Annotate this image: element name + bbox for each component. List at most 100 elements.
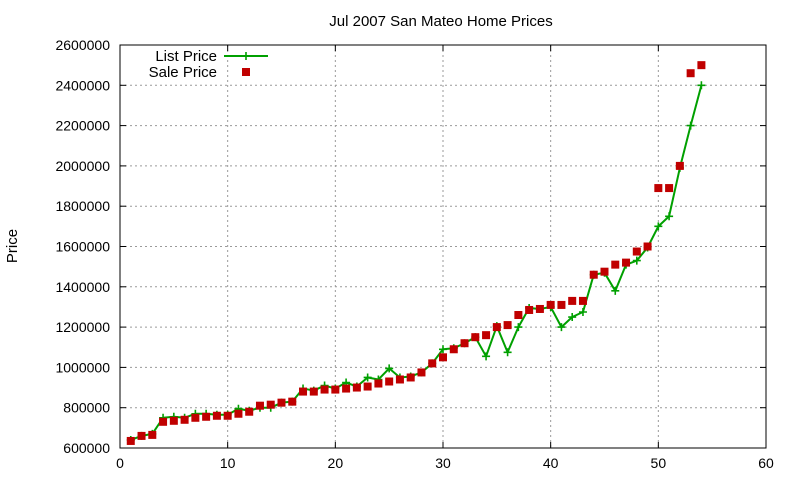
sale-price-point <box>342 384 351 393</box>
list-price-point <box>686 121 695 130</box>
legend-label-list-price: List Price <box>155 48 217 65</box>
sale-price-point <box>352 383 361 392</box>
sale-price-point <box>600 267 609 276</box>
sale-price-point <box>546 300 555 309</box>
sale-price-point <box>406 373 415 382</box>
sale-price-point <box>126 436 135 445</box>
y-tick-label: 1800000 <box>55 198 110 214</box>
sale-price-point <box>309 387 318 396</box>
x-tick-label: 20 <box>328 455 344 471</box>
x-tick-label: 60 <box>758 455 774 471</box>
sale-price-point <box>525 305 534 314</box>
sale-price-point <box>363 382 372 391</box>
sale-price-point <box>654 184 663 193</box>
chart-title: Jul 2007 San Mateo Home Prices <box>329 13 552 30</box>
sale-price-point <box>277 398 286 407</box>
sale-price-point <box>212 411 221 420</box>
x-tick-label: 30 <box>435 455 451 471</box>
y-tick-label: 1400000 <box>55 279 110 295</box>
x-tick-label: 10 <box>220 455 236 471</box>
sale-price-point <box>568 296 577 305</box>
legend: List Price Sale Price <box>149 48 268 81</box>
sale-price-point <box>288 397 297 406</box>
sale-price-point <box>428 359 437 368</box>
sale-price-point <box>385 377 394 386</box>
list-price-point <box>363 373 372 382</box>
sale-price-point <box>223 411 232 420</box>
list-price-point <box>557 323 566 332</box>
list-price-point <box>514 323 523 332</box>
sale-price-point <box>675 161 684 170</box>
y-tick-label: 800000 <box>63 400 110 416</box>
sale-price-point <box>514 311 523 320</box>
legend-sample-sale-price <box>242 68 250 76</box>
sale-price-point <box>439 353 447 362</box>
sale-price-point <box>255 401 264 410</box>
list-price-point <box>385 364 394 373</box>
y-tick-label: 2400000 <box>55 77 110 93</box>
list-price-point <box>578 307 587 316</box>
sale-price-point <box>460 339 469 348</box>
list-price-point <box>482 352 491 361</box>
y-tick-label: 2200000 <box>55 118 110 134</box>
sale-price-point <box>503 321 512 330</box>
list-price-point <box>697 81 706 90</box>
sale-price-point <box>557 300 566 309</box>
sale-price-point <box>202 412 211 421</box>
grid <box>120 45 766 448</box>
plot-border <box>119 44 767 449</box>
sale-price-point <box>299 387 308 396</box>
sale-price-point <box>686 69 695 78</box>
list-price-point <box>439 345 447 354</box>
x-tick-label: 50 <box>651 455 667 471</box>
sale-price-point <box>643 242 652 251</box>
sale-price-point <box>245 407 254 416</box>
sale-price-point <box>589 270 598 279</box>
sale-price-point <box>169 416 178 425</box>
sale-price-point <box>331 385 340 394</box>
list-price-point <box>503 348 512 357</box>
sale-price-point <box>482 331 491 340</box>
sale-price-point <box>266 400 275 409</box>
sale-price-point <box>159 417 168 426</box>
list-price-point <box>665 212 674 221</box>
series-sale-price <box>126 61 706 445</box>
list-price-point <box>611 286 620 295</box>
sale-price-point <box>320 385 329 394</box>
sale-price-point <box>535 304 544 313</box>
sale-price-point <box>395 375 404 384</box>
sale-price-point <box>697 61 706 70</box>
y-tick-label: 1000000 <box>55 359 110 375</box>
list-price-legend-marker <box>242 52 250 60</box>
sale-price-point <box>632 247 641 256</box>
sale-price-point <box>148 430 157 439</box>
sale-price-point <box>622 258 631 267</box>
legend-sample-list-price <box>224 52 268 60</box>
sale-price-point <box>191 413 200 422</box>
y-tick-label: 2000000 <box>55 158 110 174</box>
y-axis-label: Price <box>4 229 21 263</box>
sale-price-point <box>234 409 243 418</box>
sale-price-point <box>471 333 480 342</box>
x-tick-label: 40 <box>543 455 559 471</box>
sale-price-point <box>180 415 189 424</box>
list-price-point <box>632 256 641 265</box>
sale-price-point <box>417 368 426 377</box>
sale-price-point <box>374 379 383 388</box>
list-price-point <box>568 313 577 322</box>
list-price-point <box>654 222 663 231</box>
y-tick-label: 2600000 <box>55 37 110 53</box>
sale-price-point <box>449 345 458 354</box>
legend-label-sale-price: Sale Price <box>149 64 217 81</box>
series-layer <box>126 61 706 445</box>
sale-price-point <box>611 260 620 269</box>
sale-price-point <box>492 323 501 332</box>
sale-price-point <box>137 431 146 440</box>
tick-labels: 0 10 20 30 40 50 60 600000 800000 1000000 1200000 1… <box>55 37 774 471</box>
sale-price-legend-marker <box>242 68 250 76</box>
sale-price-point <box>578 296 587 305</box>
y-tick-label: 1200000 <box>55 319 110 335</box>
y-tick-label: 600000 <box>63 440 110 456</box>
sale-price-point <box>665 184 674 193</box>
